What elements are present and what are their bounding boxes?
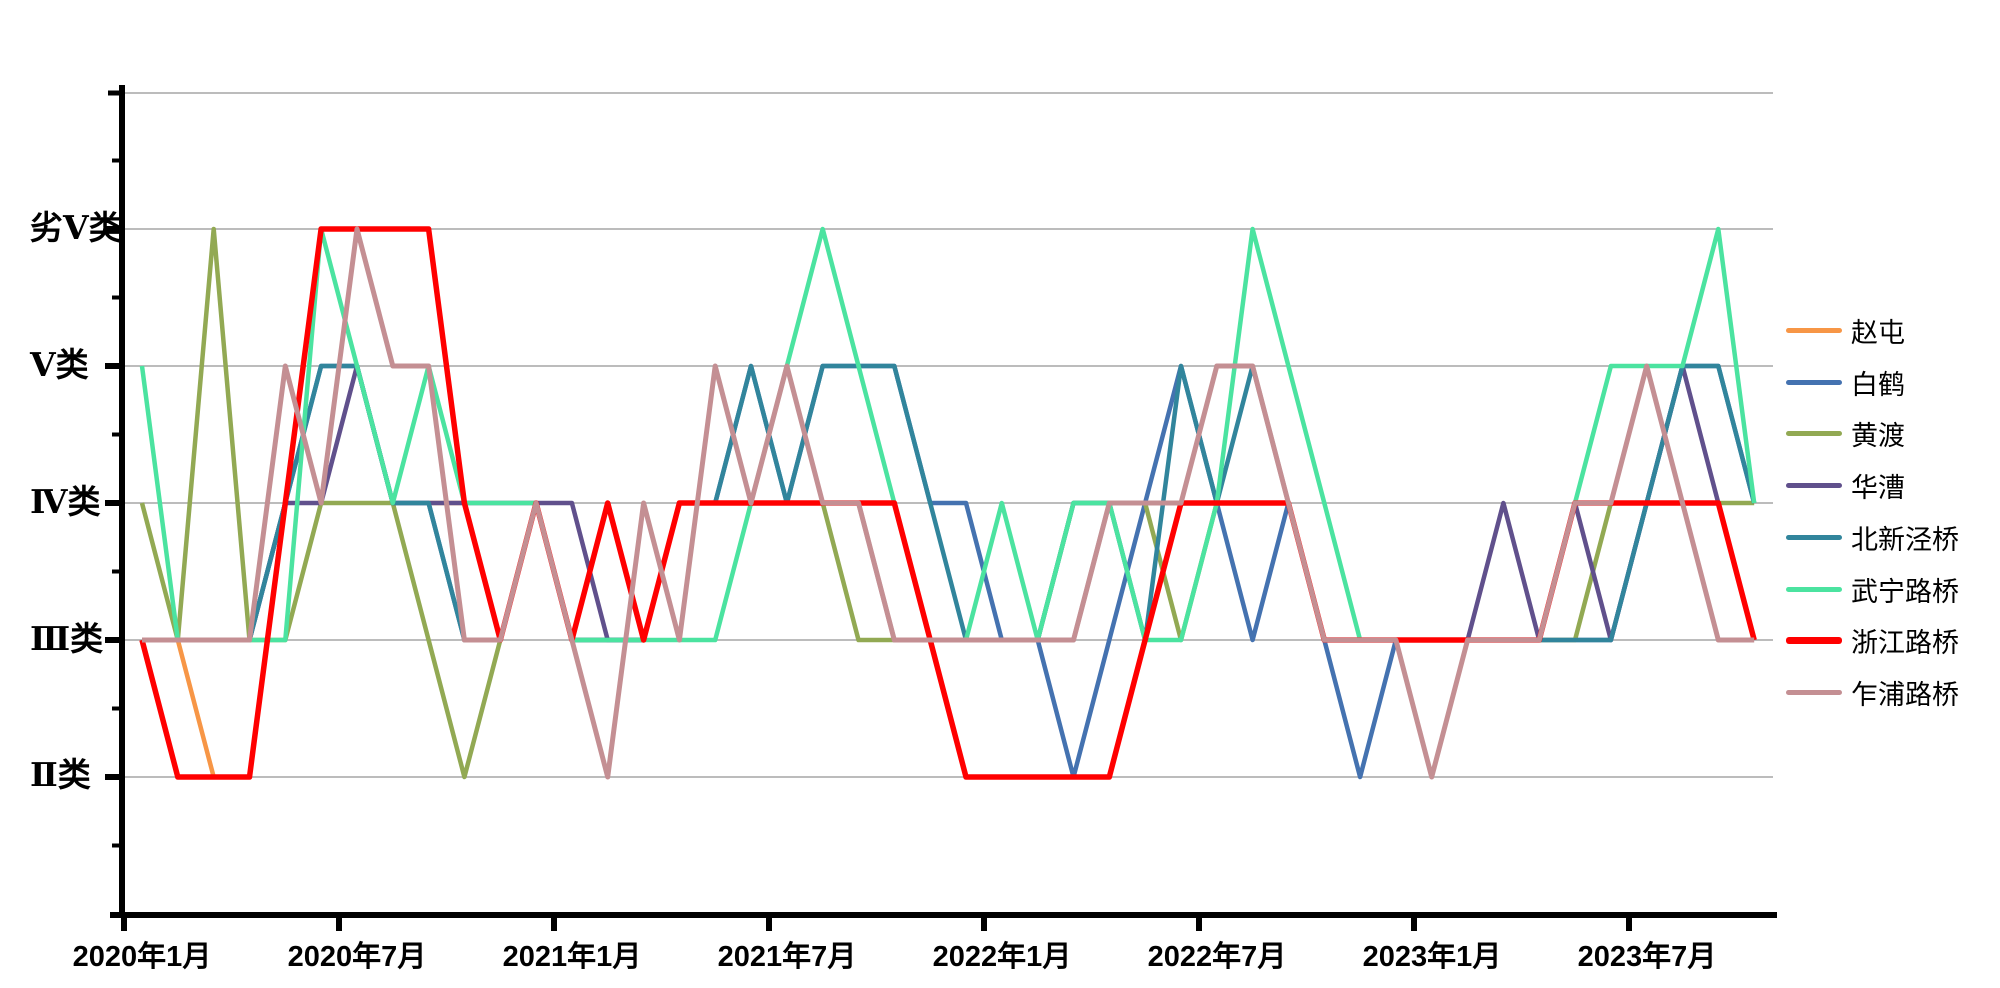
y-tick-label-iv: Ⅳ类 xyxy=(30,485,101,522)
legend-label-zhapulu-bridge: 乍浦路桥 xyxy=(1851,679,1959,710)
legend-swatch-huangdu xyxy=(1786,430,1842,436)
x-tick-label-2021-07: 2021年7月 xyxy=(717,941,857,973)
legend-label-baihe: 白鹤 xyxy=(1851,369,1905,400)
legend-swatch-zhejianglu-bridge xyxy=(1786,636,1842,644)
legend-item-huangdu: 黄渡 xyxy=(1786,416,1905,451)
legend-label-huangdu: 黄渡 xyxy=(1851,420,1905,451)
legend-item-zhejianglu-bridge: 浙江路桥 xyxy=(1786,623,1959,658)
y-tick-label-ii: Ⅱ类 xyxy=(30,758,91,795)
legend-item-zhaotun: 赵屯 xyxy=(1786,313,1905,348)
legend-item-wuninglu-bridge: 武宁路桥 xyxy=(1786,572,1959,607)
y-tick-label-v: Ⅴ类 xyxy=(30,348,89,385)
legend-item-huacao: 华漕 xyxy=(1786,468,1905,503)
series-line-zhapulu-bridge xyxy=(142,226,1755,780)
legend-swatch-huacao xyxy=(1786,482,1842,488)
legend-item-baihe: 白鹤 xyxy=(1786,365,1905,400)
legend-label-zhaotun: 赵屯 xyxy=(1851,317,1905,348)
x-tick-label-2022-07: 2022年7月 xyxy=(1147,941,1287,973)
legend-swatch-baihe xyxy=(1786,379,1842,385)
x-tick-label-2020-07: 2020年7月 xyxy=(287,941,427,973)
legend-label-zhejianglu-bridge: 浙江路桥 xyxy=(1851,627,1959,658)
legend-swatch-zhapulu-bridge xyxy=(1786,689,1842,695)
legend-label-beixinjing-bridge: 北新泾桥 xyxy=(1851,524,1959,555)
legend-label-wuninglu-bridge: 武宁路桥 xyxy=(1851,576,1959,607)
legend-swatch-zhaotun xyxy=(1786,327,1842,333)
legend-label-huacao: 华漕 xyxy=(1851,472,1905,503)
legend-item-beixinjing-bridge: 北新泾桥 xyxy=(1786,520,1959,555)
legend-swatch-wuninglu-bridge xyxy=(1786,586,1842,592)
chart-legend: 赵屯 白鹤 黄渡 华漕 北新泾桥 武宁路桥 浙江路桥 乍浦路桥 xyxy=(1786,0,1996,988)
x-tick-label-2020-01: 2020年1月 xyxy=(72,941,212,973)
y-tick-label-iii: Ⅲ类 xyxy=(30,622,104,659)
legend-item-zhapulu-bridge: 乍浦路桥 xyxy=(1786,675,1959,710)
x-tick-label-2023-01: 2023年1月 xyxy=(1362,941,1502,973)
y-tick-label-bad-v: 劣Ⅴ类 xyxy=(30,211,122,248)
legend-swatch-beixinjing-bridge xyxy=(1786,534,1842,540)
x-tick-label-2021-01: 2021年1月 xyxy=(502,941,642,973)
x-tick-label-2022-01: 2022年1月 xyxy=(932,941,1072,973)
x-tick-label-2023-07: 2023年7月 xyxy=(1577,941,1717,973)
